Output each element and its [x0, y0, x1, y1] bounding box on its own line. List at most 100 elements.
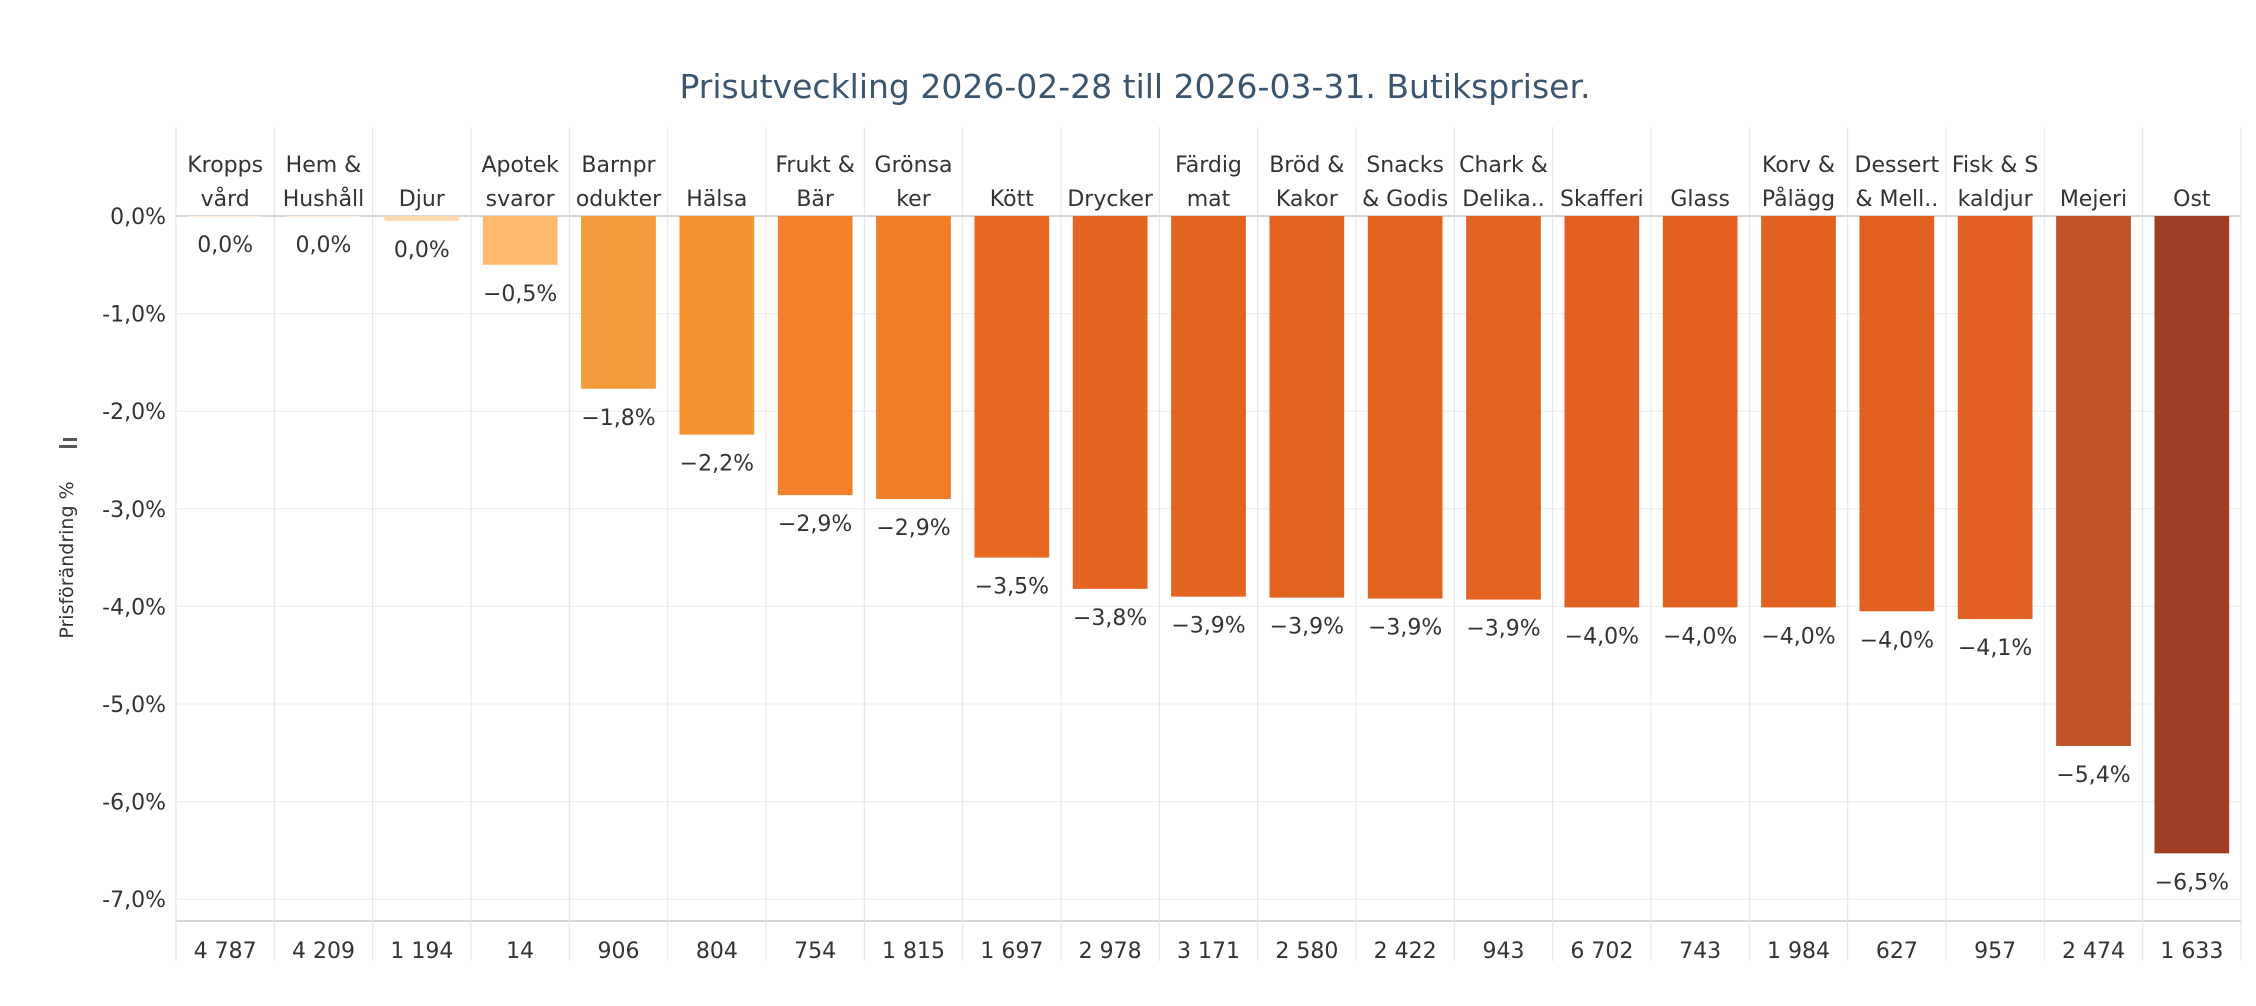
product-count: 2 580	[1275, 939, 1338, 964]
bar-value-label: −2,9%	[876, 516, 950, 541]
product-count: 1 815	[882, 939, 945, 964]
bars	[187, 216, 2230, 854]
bar[interactable]	[1859, 216, 1935, 612]
product-count: 804	[696, 939, 738, 964]
bar[interactable]	[384, 216, 460, 221]
bar-value-label: −3,9%	[1368, 616, 1442, 641]
bar-value-label: −5,4%	[2056, 763, 2130, 788]
bar-value-label: −2,9%	[778, 512, 852, 537]
bar-value-label: 0,0%	[296, 233, 352, 258]
category-label: Chark & Delika..	[1459, 153, 1548, 212]
category-label: Mejeri	[2060, 187, 2127, 212]
bar[interactable]	[581, 216, 656, 389]
category-label: Glass	[1670, 187, 1730, 212]
category-label: Barnpr odukter	[576, 153, 662, 212]
bar-value-label: −3,8%	[1073, 606, 1147, 631]
category-label: Apotek svaror	[481, 153, 559, 212]
bar[interactable]	[1761, 216, 1836, 608]
product-count: 743	[1679, 939, 1721, 964]
bar-value-label: −2,2%	[680, 452, 754, 477]
bar[interactable]	[1957, 216, 2033, 620]
bar[interactable]	[1269, 216, 1345, 598]
y-tick-label: -3,0%	[102, 498, 166, 523]
column-dividers	[175, 127, 2242, 961]
bar-value-label: −0,5%	[483, 282, 557, 307]
product-count: 957	[1974, 939, 2016, 964]
product-counts: 4 787 4 209 1 194 14 906 804 754 1 815 1 697 2 97…	[194, 939, 2224, 964]
bar[interactable]	[1564, 216, 1640, 608]
product-count: 6 702	[1570, 939, 1633, 964]
bar-value-label: −4,0%	[1663, 624, 1737, 649]
bar-value-label: −4,0%	[1860, 628, 1934, 653]
bar-value-label: −3,9%	[1270, 615, 1344, 640]
bar-value-label: −4,0%	[1761, 624, 1835, 649]
product-count: 2 978	[1079, 939, 1142, 964]
y-tick-label: -1,0%	[102, 303, 166, 328]
bar-value-label: 0,0%	[197, 233, 253, 258]
sort-icon[interactable]	[59, 438, 77, 448]
category-label: Skafferi	[1560, 187, 1644, 212]
product-count: 754	[794, 939, 836, 964]
y-axis-label: Prisförändring %	[56, 481, 78, 638]
bar-value-label: 0,0%	[394, 238, 450, 263]
bar[interactable]	[777, 216, 853, 496]
category-label: Hälsa	[686, 187, 747, 212]
product-count: 627	[1876, 939, 1918, 964]
product-count: 2 474	[2062, 939, 2125, 964]
category-label: Djur	[399, 187, 446, 212]
category-label: Dessert & Mell..	[1855, 153, 1940, 212]
bar[interactable]	[482, 216, 558, 265]
bar[interactable]	[1466, 216, 1541, 600]
bar-value-label: −3,9%	[1171, 614, 1245, 639]
grid-lines	[176, 215, 2241, 922]
bar[interactable]	[1171, 216, 1246, 597]
category-label: Snacks & Godis	[1362, 153, 1448, 212]
product-count: 2 422	[1374, 939, 1437, 964]
category-label: Kött	[990, 187, 1034, 212]
product-count: 906	[598, 939, 640, 964]
bar[interactable]	[679, 216, 755, 435]
bar-value-label: −4,1%	[1958, 636, 2032, 661]
product-count: 4 209	[292, 939, 355, 964]
bar-value-label: −1,8%	[581, 406, 655, 431]
category-label: Korv & Pålägg	[1762, 153, 1835, 212]
y-tick-label: -5,0%	[102, 693, 166, 718]
category-label: Kropps vård	[187, 153, 263, 212]
y-axis-title: Prisförändring %	[56, 438, 78, 639]
category-label: Bröd & Kakor	[1269, 153, 1344, 212]
bar[interactable]	[1367, 216, 1443, 599]
bar-value-label: −3,9%	[1466, 617, 1540, 642]
bar[interactable]	[286, 216, 361, 217]
product-count: 943	[1483, 939, 1525, 964]
y-tick-label: -2,0%	[102, 400, 166, 425]
category-label: Hem & Hushåll	[283, 153, 365, 212]
category-label: Frukt & Bär	[775, 153, 855, 212]
bar[interactable]	[876, 216, 951, 500]
product-count: 1 633	[2160, 939, 2223, 964]
bar[interactable]	[1072, 216, 1148, 589]
bar-value-label: −3,5%	[975, 575, 1049, 600]
product-count: 4 787	[194, 939, 257, 964]
value-labels: 0,0% 0,0% 0,0% −0,5% −1,8% −2,2% −2,9% −2,9% −3,…	[197, 233, 2229, 895]
bar[interactable]	[974, 216, 1050, 558]
bar-value-label: −4,0%	[1565, 624, 1639, 649]
category-label: Färdig mat	[1175, 153, 1242, 212]
y-tick-label: 0,0%	[110, 205, 166, 230]
bar[interactable]	[2056, 216, 2131, 746]
bar-value-label: −6,5%	[2155, 870, 2229, 895]
bar[interactable]	[2154, 216, 2230, 854]
bar[interactable]	[187, 216, 263, 217]
category-label: Drycker	[1067, 187, 1154, 212]
y-tick-label: -7,0%	[102, 888, 166, 913]
category-label: Ost	[2173, 187, 2211, 212]
chart-title: Prisutveckling 2026-02-28 till 2026-03-3…	[679, 67, 1590, 106]
category-headers: Kropps vård Hem & Hushåll Djur Apotek svaror Ba…	[187, 153, 2211, 212]
bar[interactable]	[1662, 216, 1738, 608]
y-axis-ticks: 0,0% -1,0% -2,0% -3,0% -4,0% -5,0% -6,0% -7,0%	[102, 205, 166, 913]
y-tick-label: -6,0%	[102, 791, 166, 816]
product-count: 1 194	[390, 939, 453, 964]
product-count: 1 984	[1767, 939, 1830, 964]
product-count: 3 171	[1177, 939, 1240, 964]
